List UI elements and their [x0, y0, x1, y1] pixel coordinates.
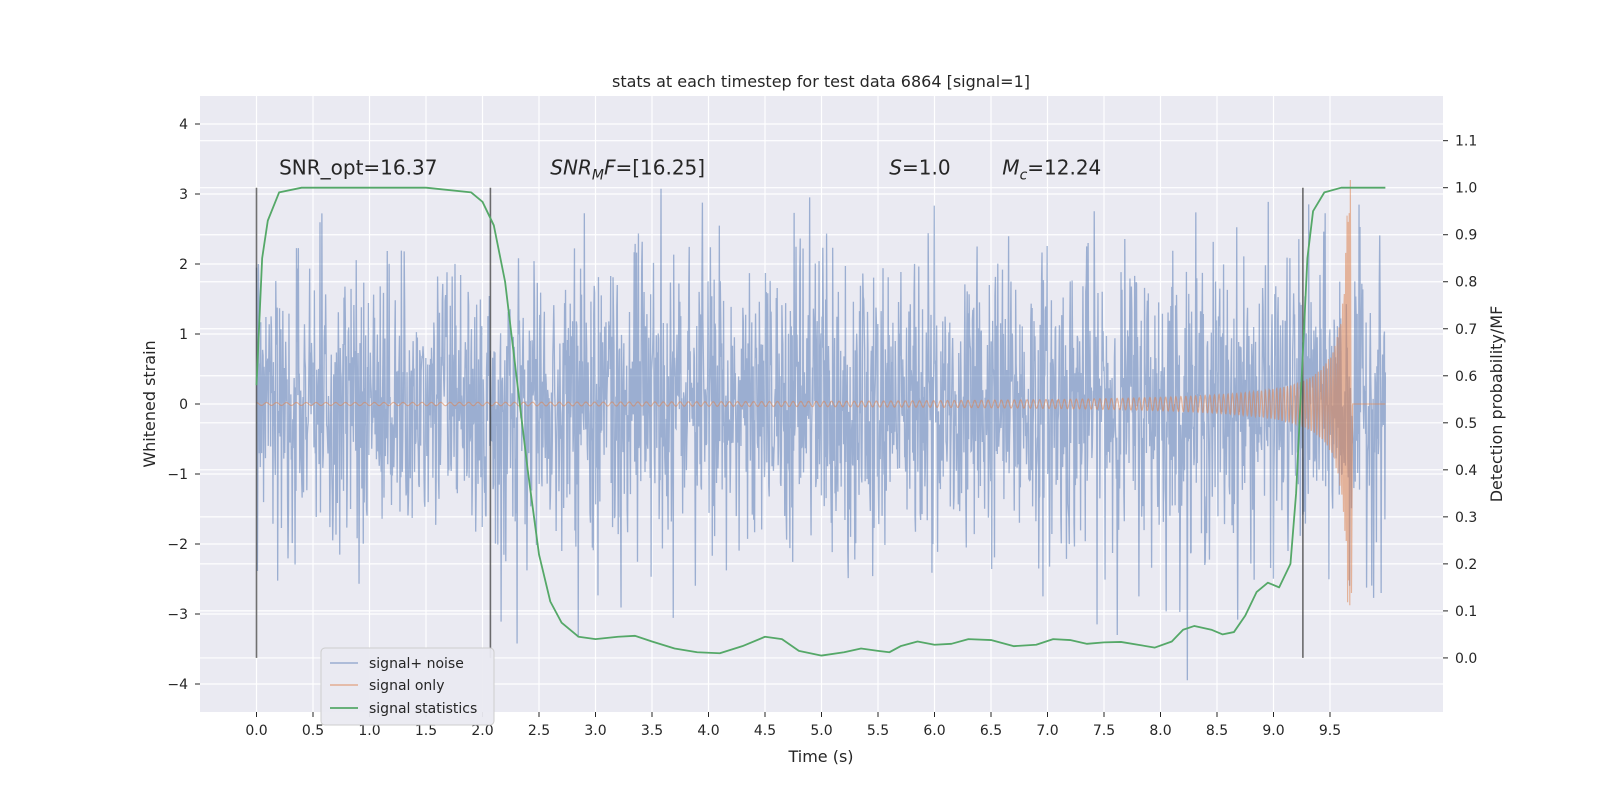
x-tick-label: 7.0 — [1036, 723, 1058, 739]
annotation-part: M — [592, 167, 604, 183]
legend-label-statistics: signal statistics — [369, 701, 477, 717]
x-tick-label: 7.5 — [1093, 723, 1115, 739]
y-tick-label: 1 — [179, 327, 188, 343]
x-tick-label: 0.5 — [302, 723, 324, 739]
x-tick-label: 2.0 — [471, 723, 493, 739]
y2-tick-label: 0.8 — [1455, 275, 1477, 291]
statistic-trace — [255, 186, 1386, 657]
y-axis-label: Whitened strain — [140, 340, 159, 467]
annotation-part: S — [889, 155, 902, 179]
x-tick-label: 6.5 — [980, 723, 1002, 739]
x-tick-label: 3.0 — [584, 723, 606, 739]
annotation-mc_val: Mc=12.24 — [1002, 155, 1101, 183]
x-tick-label: 4.0 — [697, 723, 719, 739]
noise-trace-line — [255, 188, 1387, 681]
y2-tick-label: 0.0 — [1455, 651, 1477, 667]
legend-label-signal: signal only — [369, 678, 444, 694]
legend: signal+ noise signal only signal statist… — [320, 647, 495, 726]
y2-tick-label: 0.7 — [1455, 322, 1477, 338]
y-tick-label: −1 — [167, 467, 188, 483]
y-axis-ticks: −4 −3 −2 −1 0 1 2 3 4 — [167, 117, 200, 693]
x-tick-label: 9.0 — [1262, 723, 1284, 739]
legend-box — [320, 647, 495, 726]
y2-tick-label: 0.5 — [1455, 416, 1477, 432]
annotation-part: c — [1020, 167, 1028, 183]
x-tick-label: 0.0 — [245, 723, 267, 739]
x-tick-label: 5.0 — [810, 723, 832, 739]
y-tick-label: 3 — [179, 187, 188, 203]
annotation-part: F — [604, 155, 616, 179]
vertical-markers — [255, 187, 1304, 658]
y-tick-label: 0 — [179, 397, 188, 413]
annotation-snr_opt: SNR_opt=16.37 — [279, 155, 437, 179]
annotation-part: SNR_opt=16.37 — [279, 155, 437, 179]
x-tick-label: 1.0 — [358, 723, 380, 739]
signal-trace-line — [256, 179, 1386, 606]
annotation-snr_mf: SNRMF=[16.25] — [550, 155, 705, 183]
annotation-part: SNR — [550, 155, 592, 179]
chart-title: stats at each timestep for test data 686… — [612, 72, 1030, 91]
x-tick-label: 6.0 — [923, 723, 945, 739]
y2-tick-label: 1.1 — [1455, 134, 1477, 150]
y-tick-label: 2 — [179, 257, 188, 273]
y-tick-label: 4 — [179, 117, 188, 133]
y-tick-label: −4 — [167, 677, 188, 693]
y2-tick-label: 1.0 — [1455, 181, 1477, 197]
legend-label-noise: signal+ noise — [369, 656, 464, 672]
annotation-part: =1.0 — [902, 155, 951, 179]
annotation-s_val: S=1.0 — [889, 155, 950, 179]
noise-trace — [255, 188, 1387, 681]
x-tick-label: 2.5 — [528, 723, 550, 739]
y2-axis-label: Detection probability/MF — [1487, 306, 1506, 503]
x-tick-label: 4.5 — [754, 723, 776, 739]
x-tick-label: 1.5 — [415, 723, 437, 739]
y2-axis-ticks: 0.0 0.1 0.2 0.3 0.4 0.5 0.6 0.7 0.8 0.9 1.0 1.1 — [1443, 134, 1477, 667]
x-axis-label: Time (s) — [787, 747, 853, 766]
statistic-line — [255, 186, 1386, 657]
annotation-part: M — [1002, 155, 1019, 179]
annotation-part: =12.24 — [1027, 155, 1101, 179]
x-tick-label: 8.5 — [1206, 723, 1228, 739]
x-tick-label: 8.0 — [1149, 723, 1171, 739]
x-tick-label: 3.5 — [641, 723, 663, 739]
x-tick-label: 5.5 — [867, 723, 889, 739]
y2-tick-label: 0.3 — [1455, 510, 1477, 526]
x-axis-ticks: 0.0 0.5 1.0 1.5 2.0 2.5 3.0 3.5 4.0 4.5 5.0 5.5 6.0 6… — [245, 712, 1341, 739]
y2-tick-label: 0.9 — [1455, 228, 1477, 244]
x-tick-label: 9.5 — [1319, 723, 1341, 739]
annotation-part: =[16.25] — [615, 155, 705, 179]
annotations: SNR_opt=16.37 SNRMF=[16.25] S=1.0 Mc=12.24 — [279, 155, 1101, 183]
y2-tick-label: 0.2 — [1455, 557, 1477, 573]
y-tick-label: −2 — [167, 537, 188, 553]
y2-tick-label: 0.1 — [1455, 604, 1477, 620]
y-tick-label: −3 — [167, 607, 188, 623]
y2-tick-label: 0.6 — [1455, 369, 1477, 385]
y2-tick-label: 0.4 — [1455, 463, 1477, 479]
signal-trace — [256, 179, 1386, 606]
